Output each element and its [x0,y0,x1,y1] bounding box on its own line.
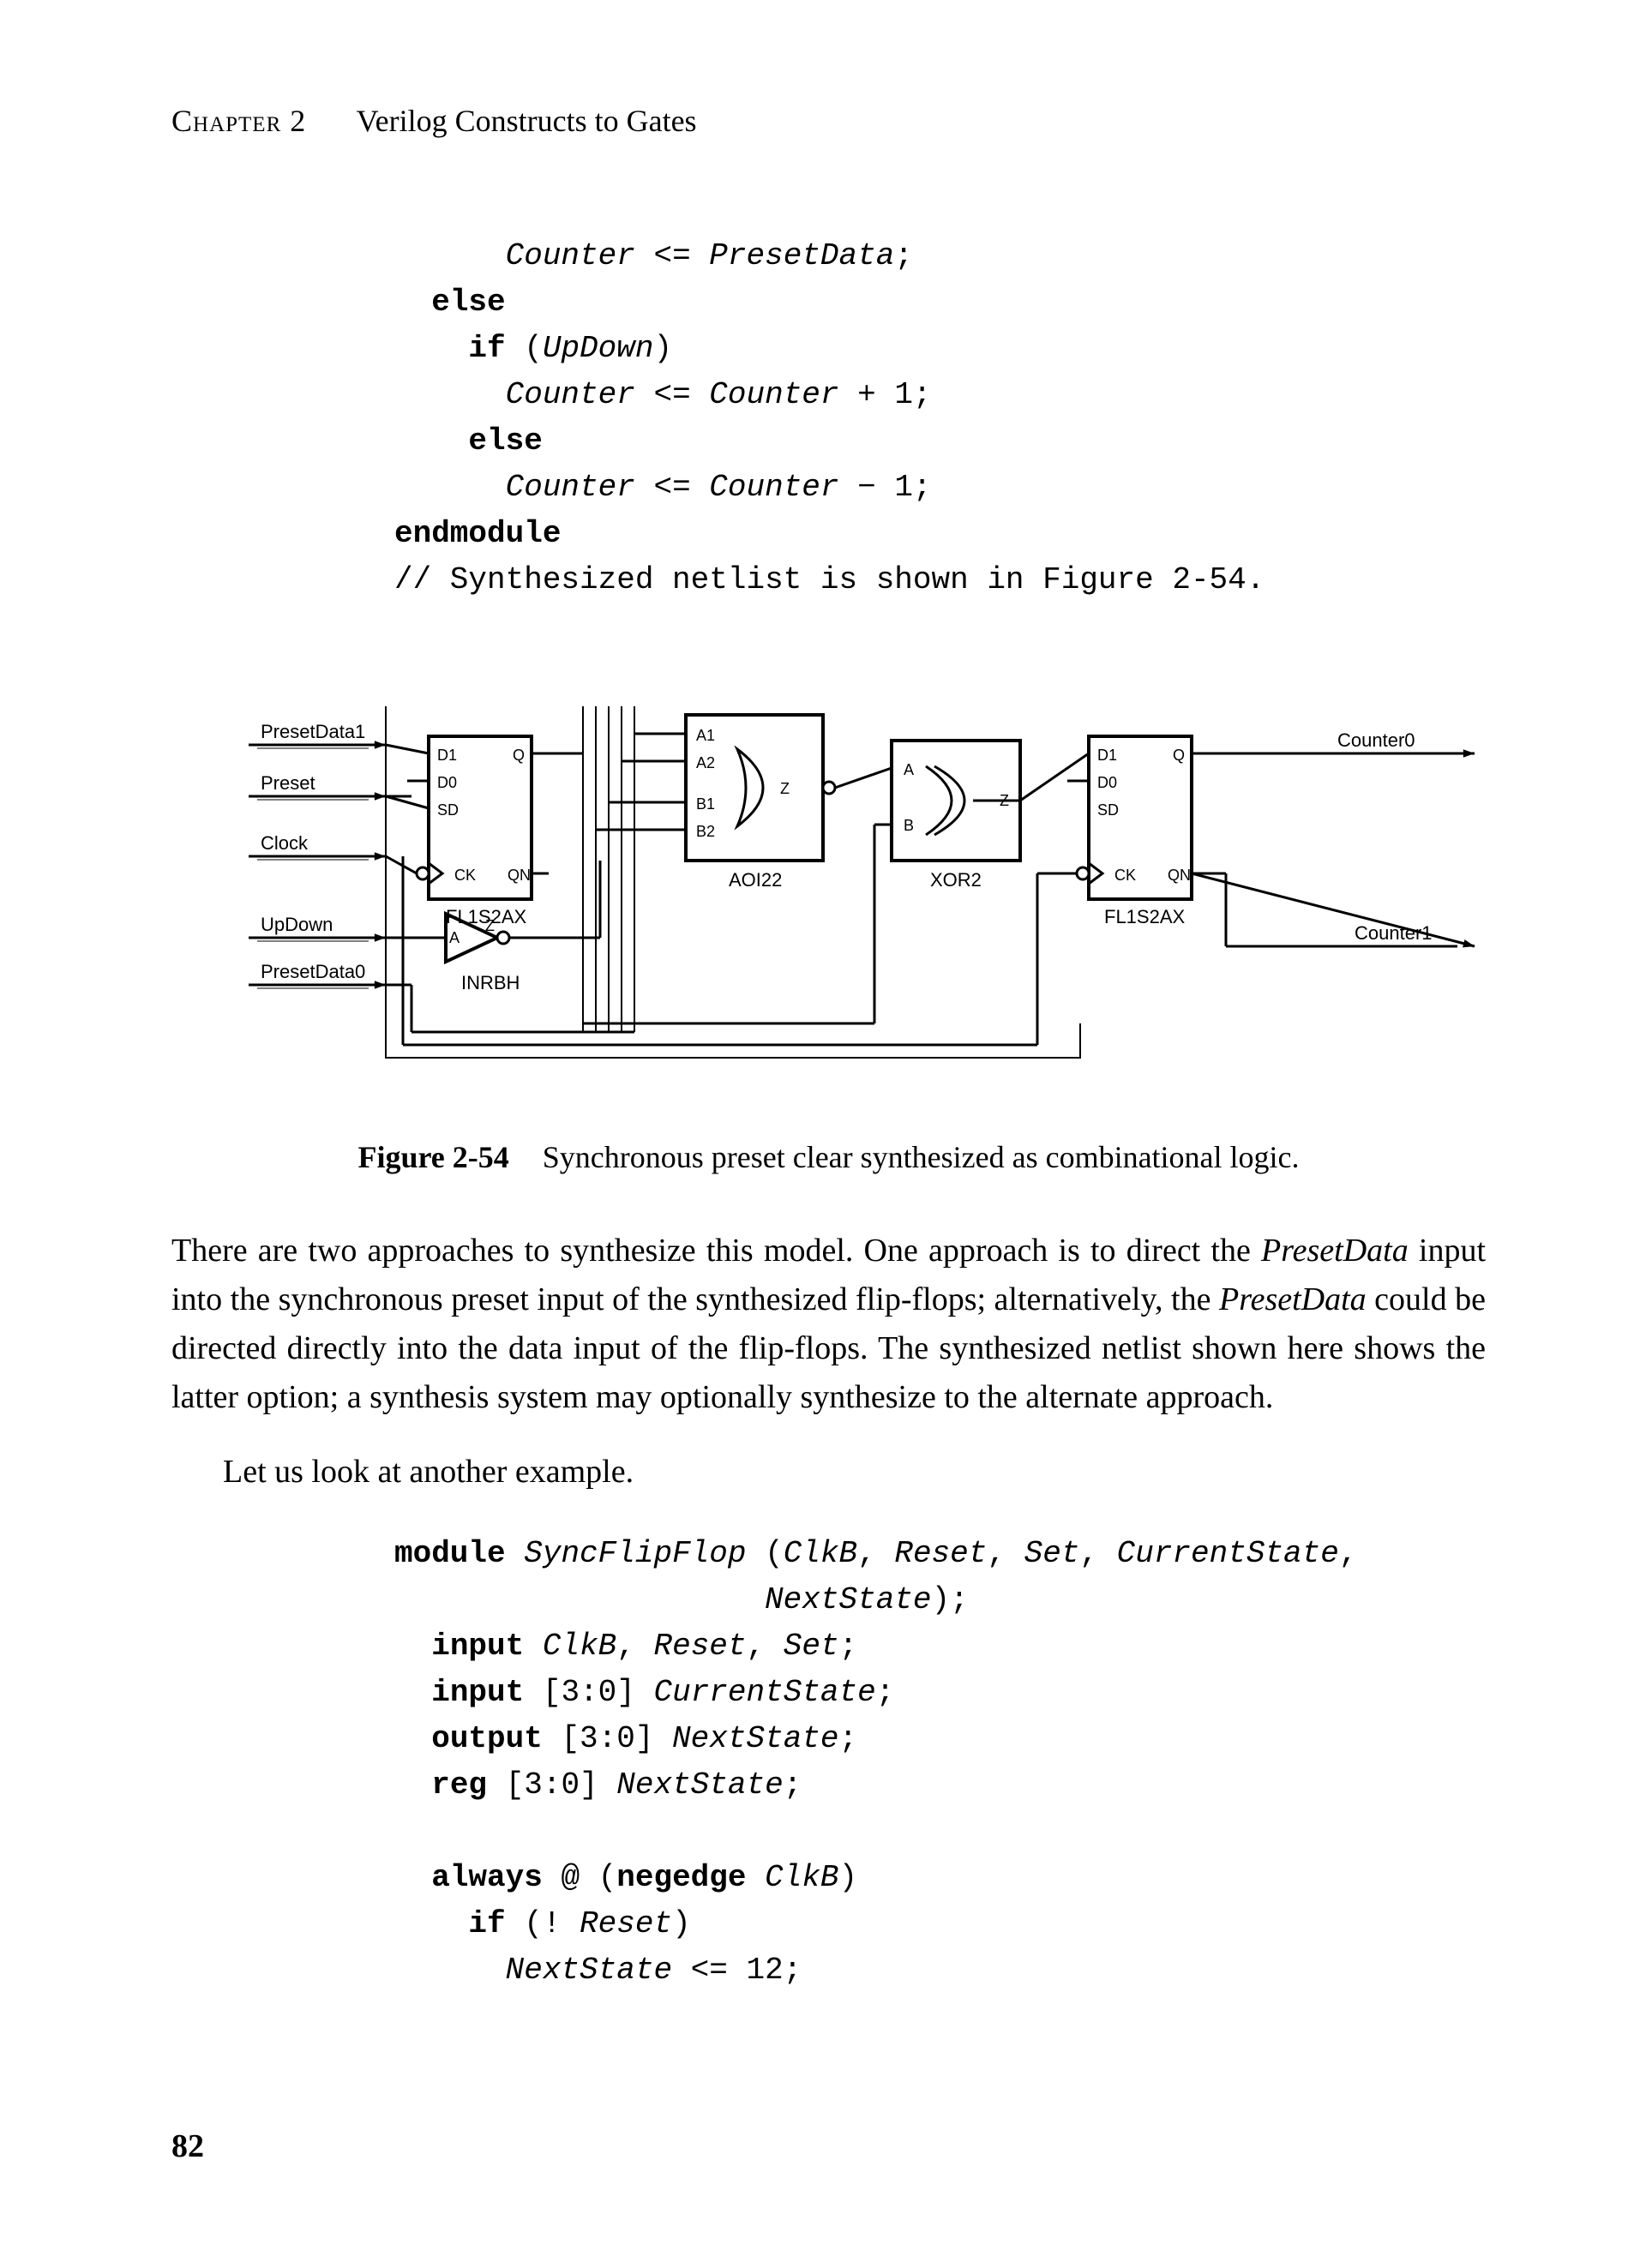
page: Chapter 2 Verilog Constructs to Gates Co… [0,0,1640,2268]
svg-text:A1: A1 [696,727,715,744]
svg-text:B: B [904,817,914,834]
svg-text:A2: A2 [696,754,715,771]
figure-caption: Figure 2-54 Synchronous preset clear syn… [171,1139,1486,1175]
svg-text:D0: D0 [437,774,457,791]
svg-text:D0: D0 [1097,774,1117,791]
svg-text:A: A [904,761,914,778]
svg-text:INRBH: INRBH [461,972,520,993]
code-block-top: Counter <= PresetData; else if (UpDown) … [394,233,1486,603]
netlist-diagram: PresetData1 Preset Clock UpDown PresetData0 D… [240,655,1526,1075]
para1-ital-1: PresetData [1261,1233,1409,1269]
svg-text:CK: CK [1114,867,1136,884]
svg-text:B2: B2 [696,823,715,840]
svg-text:D1: D1 [437,747,457,764]
para1-ital-2: PresetData [1219,1281,1367,1317]
chapter-title: Verilog Constructs to Gates [357,104,697,138]
svg-text:SD: SD [1097,801,1119,819]
svg-text:UpDown: UpDown [261,914,333,935]
svg-text:A: A [449,929,460,946]
svg-text:Z: Z [780,780,790,797]
svg-text:Q: Q [1173,747,1185,764]
svg-text:Clock: Clock [261,832,309,854]
chapter-label: Chapter 2 [171,104,306,138]
svg-text:QN: QN [508,867,531,884]
figure-label: Figure 2-54 [357,1140,508,1174]
svg-text:FL1S2AX: FL1S2AX [1104,906,1185,927]
code-block-bottom: module SyncFlipFlop (ClkB, Reset, Set, C… [394,1531,1486,1994]
svg-text:XOR2: XOR2 [930,869,982,891]
svg-text:Preset: Preset [261,772,315,794]
figure-caption-text: Synchronous preset clear synthesized as … [543,1140,1300,1174]
paragraph-2: Let us look at another example. [171,1448,1486,1497]
svg-text:PresetData0: PresetData0 [261,961,365,982]
running-header: Chapter 2 Verilog Constructs to Gates [171,103,1486,139]
svg-text:SD: SD [437,801,459,819]
svg-text:AOI22: AOI22 [729,869,782,891]
svg-text:QN: QN [1168,867,1191,884]
para1-seg-a: There are two approaches to synthesize t… [171,1233,1261,1269]
page-number: 82 [171,2127,204,2165]
svg-text:D1: D1 [1097,747,1117,764]
figure-2-54: PresetData1 Preset Clock UpDown PresetData0 D… [240,655,1486,1079]
svg-text:Counter0: Counter0 [1337,729,1415,751]
svg-text:PresetData1: PresetData1 [261,721,365,742]
svg-text:CK: CK [454,867,476,884]
svg-text:Z: Z [485,917,495,934]
svg-text:Q: Q [513,747,525,764]
svg-text:B1: B1 [696,795,715,813]
paragraph-1: There are two approaches to synthesize t… [171,1227,1486,1422]
svg-text:Counter1: Counter1 [1355,922,1433,944]
